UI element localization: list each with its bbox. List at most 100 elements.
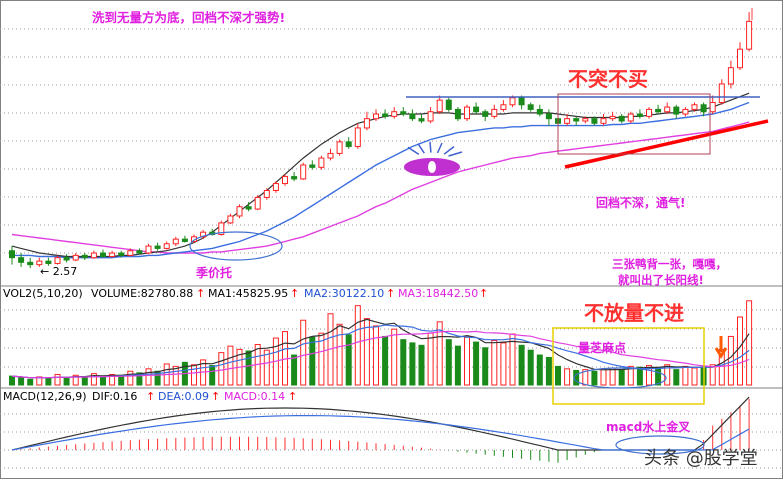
annot-three-candles: 三张鸭背一张，嘎嘎，	[612, 257, 727, 271]
sesame-box	[552, 327, 705, 405]
volume-bar	[245, 350, 252, 386]
candle-body	[655, 108, 662, 113]
eyelash-line	[407, 146, 420, 156]
eyelash-line	[448, 151, 463, 157]
volume-bar	[436, 321, 443, 386]
annot-long-yang: 就叫出了长阳线!	[618, 273, 704, 287]
macd-arrow-1: ↑	[146, 390, 155, 403]
consolidation-box	[557, 93, 711, 155]
vol-header-ma1: MA1:45825.95	[208, 287, 288, 300]
candle-body	[436, 99, 443, 113]
volume-bar	[500, 342, 507, 386]
candle-body	[181, 238, 188, 242]
candle-body	[500, 104, 507, 110]
volume-bar	[518, 344, 525, 386]
watermark: 头条 @股学堂	[644, 448, 758, 469]
candle-body	[609, 115, 616, 120]
candle-body	[382, 113, 389, 117]
volume-bar	[746, 300, 753, 386]
volume-bar	[136, 372, 143, 386]
vol-arrow-1: ↑	[196, 287, 205, 300]
candle-body	[636, 113, 643, 117]
candle-body	[254, 196, 261, 210]
candle-body	[700, 104, 707, 113]
vol-arrow-3: ↑	[386, 287, 395, 300]
candle-body	[318, 157, 325, 168]
volume-bar	[709, 364, 716, 386]
volume-bar	[646, 365, 652, 386]
candle-body	[509, 97, 516, 106]
eyelash-line	[417, 143, 425, 154]
volume-bar	[482, 347, 489, 386]
candle-body	[363, 118, 370, 129]
volume-bar	[291, 354, 298, 386]
macd-header-macd: MACD:0.14	[224, 390, 285, 403]
candle-body	[172, 238, 179, 245]
candles	[9, 12, 753, 269]
candle-body	[454, 108, 461, 120]
candle-body	[354, 127, 361, 147]
candle-body	[482, 111, 489, 117]
annot-shallow-pullback: 回档不深，通气!	[596, 195, 685, 210]
volume-bar	[545, 356, 552, 386]
annot-no-volume: 不放量不进	[584, 301, 684, 325]
volume-bar	[209, 365, 216, 386]
eye-pupil	[428, 161, 436, 173]
candle-body	[373, 113, 379, 120]
ma-blue-line	[12, 101, 750, 259]
volume-bar	[737, 316, 743, 386]
candle-body	[400, 111, 407, 115]
volume-bars	[9, 300, 753, 405]
candle-body	[536, 108, 543, 115]
volume-bar	[555, 365, 561, 386]
candle-body	[309, 164, 316, 168]
candle-body	[727, 67, 734, 85]
candle-body	[582, 118, 589, 122]
candle-body	[218, 222, 225, 236]
volume-bar	[691, 367, 698, 386]
candle-body	[545, 113, 552, 120]
candle-body	[473, 106, 480, 113]
candle-body	[245, 206, 252, 210]
volume-bar	[382, 335, 389, 386]
ma-black-line	[11, 92, 750, 258]
candle-body	[646, 108, 652, 117]
candle-body	[746, 20, 753, 50]
candle-body	[591, 118, 598, 124]
volume-bar	[618, 369, 625, 386]
candle-body	[90, 252, 97, 259]
candle-body	[564, 118, 571, 124]
candle-body	[282, 176, 288, 185]
volume-bar	[72, 374, 79, 386]
annot-support: 季价托	[195, 265, 232, 280]
candle-body	[109, 252, 116, 258]
sesame-ellipse	[573, 367, 667, 389]
vol-ma1-line	[11, 318, 750, 379]
vol-ma3-line	[11, 330, 750, 379]
volume-bar	[172, 365, 179, 386]
candle-body	[9, 250, 15, 259]
candle-body	[72, 254, 79, 261]
candle-body	[718, 83, 725, 103]
ma-magenta-line	[11, 121, 750, 254]
volume-bar	[227, 345, 234, 386]
volume-bar	[427, 332, 434, 386]
candle-body	[518, 97, 525, 106]
volume-bar	[400, 339, 407, 386]
macd-arrow-3: ↑	[288, 390, 297, 403]
vol-ma2-line	[11, 324, 750, 379]
volume-bar	[354, 305, 361, 386]
volume-bar	[336, 323, 343, 386]
candle-body	[227, 215, 234, 224]
annot-golden-cross: macd水上金叉	[606, 419, 691, 434]
volume-bar	[464, 336, 470, 386]
candle-body	[81, 254, 88, 259]
candle-body	[36, 260, 43, 266]
macd-header-dif: DIF:0.16	[92, 390, 137, 403]
volume-bar	[373, 325, 379, 386]
vol-header-volume: VOLUME:82780.88	[91, 287, 193, 300]
macd-header-name: MACD(12,26,9)	[3, 390, 87, 403]
vol-arrow-2: ↑	[290, 287, 299, 300]
